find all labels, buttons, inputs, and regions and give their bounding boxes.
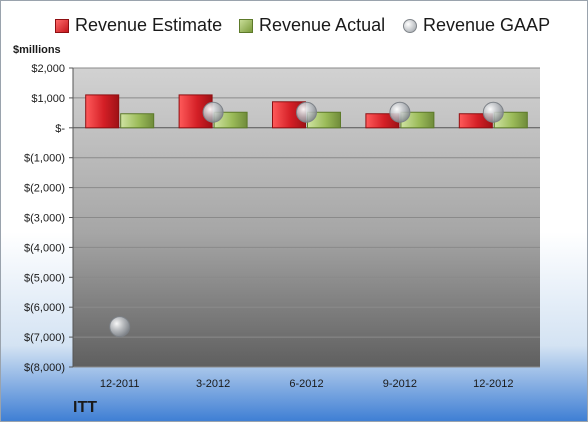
y-tick-label: $2,000 xyxy=(31,63,65,75)
company-label: ITT xyxy=(73,399,97,416)
legend-item-gaap: Revenue GAAP xyxy=(403,15,550,36)
y-tick-label: $1,000 xyxy=(31,93,65,105)
x-tick-label: 9-2012 xyxy=(383,378,417,390)
legend-label-gaap: Revenue GAAP xyxy=(423,15,551,35)
x-tick-label: 12-2011 xyxy=(100,378,140,390)
y-tick-label: $(6,000) xyxy=(24,302,65,314)
y-tick-label: $(4,000) xyxy=(24,242,65,254)
legend-swatch-gaap xyxy=(403,18,417,33)
legend-item-actual: Revenue Actual xyxy=(239,15,385,36)
y-axis-unit-label: $millions xyxy=(13,44,61,56)
bar-revenue-estimate xyxy=(178,94,213,129)
legend: Revenue Estimate Revenue Actual Revenue … xyxy=(1,15,587,45)
legend-label-estimate: Revenue Estimate xyxy=(75,15,223,35)
point-revenue-gaap xyxy=(296,101,317,123)
legend-swatch-actual xyxy=(239,18,253,33)
x-tick-label: 3-2012 xyxy=(196,378,230,390)
y-tick-label: $(2,000) xyxy=(24,183,65,195)
bar-revenue-actual xyxy=(120,113,155,129)
point-revenue-gaap xyxy=(109,316,131,338)
y-tick-label: $(3,000) xyxy=(24,213,65,225)
legend-item-estimate: Revenue Estimate xyxy=(55,15,222,36)
y-tick-label: $(1,000) xyxy=(24,153,65,165)
y-tick-label: $(5,000) xyxy=(24,272,65,284)
point-revenue-gaap xyxy=(482,101,504,123)
point-revenue-gaap xyxy=(389,101,411,123)
bar-revenue-estimate xyxy=(85,94,120,129)
y-tick-label: $(8,000) xyxy=(24,362,65,374)
y-tick-label: $(7,000) xyxy=(24,332,65,344)
x-tick-label: 12-2012 xyxy=(473,378,513,390)
y-tick-label: $- xyxy=(55,123,65,135)
x-tick-label: 6-2012 xyxy=(289,378,323,390)
legend-swatch-estimate xyxy=(55,18,69,33)
point-revenue-gaap xyxy=(202,101,224,123)
legend-label-actual: Revenue Actual xyxy=(259,15,386,35)
